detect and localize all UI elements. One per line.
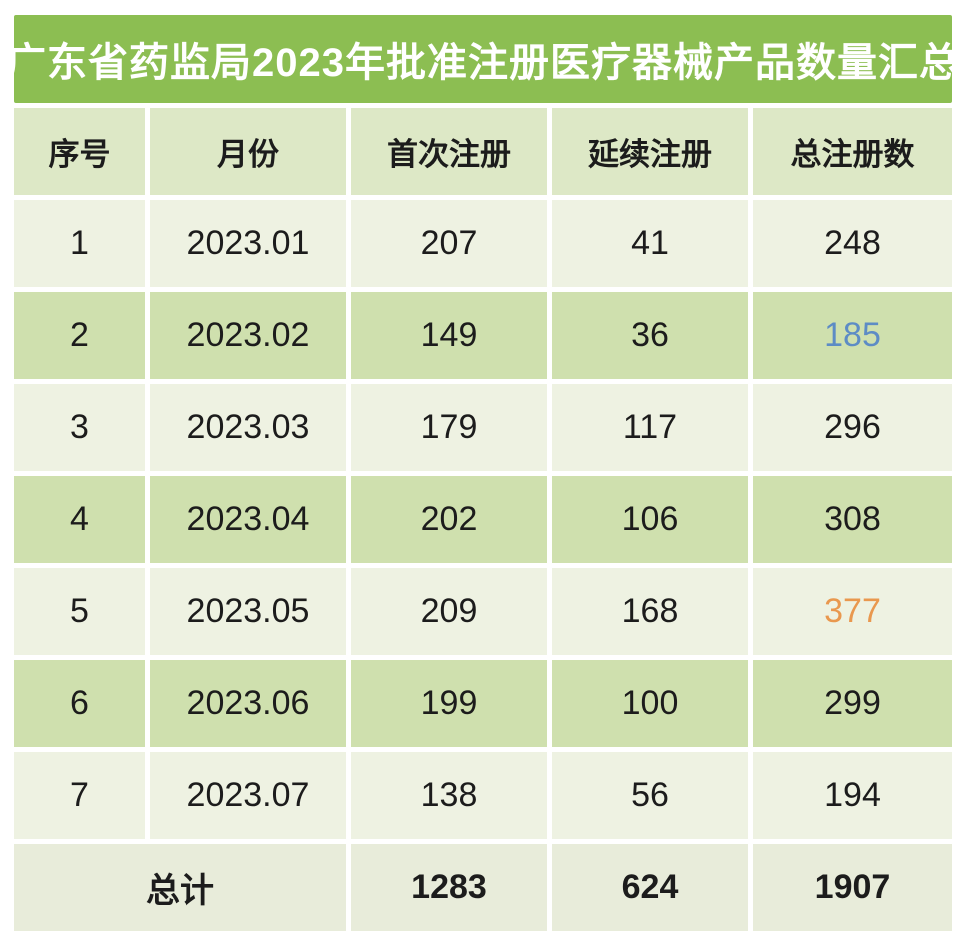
month-cell: 2023.03 [150,384,346,471]
first-registration-cell: 202 [351,476,547,563]
summary-table: 序号 月份 首次注册 延续注册 总注册数 1 2023.01 207 41 248 2 20… [14,108,952,931]
column-header-month: 月份 [150,108,346,195]
first-registration-cell: 207 [351,200,547,287]
month-cell: 2023.02 [150,292,346,379]
renewal-registration-cell: 100 [552,660,748,747]
renewal-registration-cell: 117 [552,384,748,471]
total-registrations-cell: 296 [753,384,952,471]
month-cell: 2023.07 [150,752,346,839]
row-index-cell: 1 [14,200,145,287]
column-header-first: 首次注册 [351,108,547,195]
month-cell: 2023.05 [150,568,346,655]
total-registrations-cell: 308 [753,476,952,563]
first-registration-cell: 209 [351,568,547,655]
first-registration-cell: 179 [351,384,547,471]
renewal-registration-cell: 36 [552,292,748,379]
renewal-registration-cell: 56 [552,752,748,839]
total-registrations-cell: 185 [753,292,952,379]
total-registrations-cell: 377 [753,568,952,655]
total-registrations-cell: 194 [753,752,952,839]
renewal-registration-cell: 106 [552,476,748,563]
renewal-registration-cell: 41 [552,200,748,287]
total-registrations-sum-cell: 1907 [753,844,952,931]
row-index-cell: 3 [14,384,145,471]
column-header-renewal: 延续注册 [552,108,748,195]
row-index-cell: 5 [14,568,145,655]
column-header-total: 总注册数 [753,108,952,195]
table-title: 广东省药监局2023年批准注册医疗器械产品数量汇总 [6,15,959,103]
total-first-registration-cell: 1283 [351,844,547,931]
column-header-seq: 序号 [14,108,145,195]
row-index-cell: 6 [14,660,145,747]
row-index-cell: 2 [14,292,145,379]
renewal-registration-cell: 168 [552,568,748,655]
row-index-cell: 4 [14,476,145,563]
month-cell: 2023.01 [150,200,346,287]
total-registrations-cell: 299 [753,660,952,747]
total-renewal-registration-cell: 624 [552,844,748,931]
total-label-cell: 总计 [14,844,346,931]
month-cell: 2023.06 [150,660,346,747]
first-registration-cell: 199 [351,660,547,747]
row-index-cell: 7 [14,752,145,839]
first-registration-cell: 149 [351,292,547,379]
first-registration-cell: 138 [351,752,547,839]
month-cell: 2023.04 [150,476,346,563]
total-registrations-cell: 248 [753,200,952,287]
